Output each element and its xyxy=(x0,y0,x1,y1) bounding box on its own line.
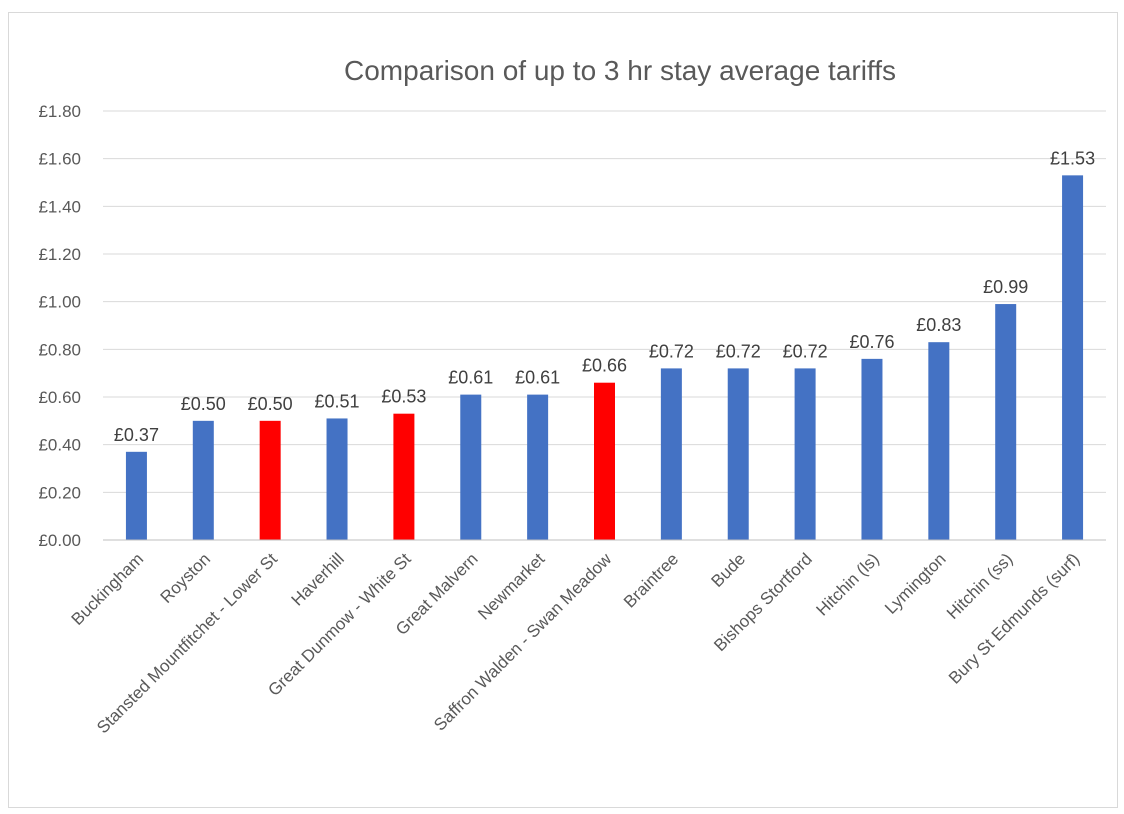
y-tick-label: £1.00 xyxy=(38,293,81,312)
y-tick-label: £1.80 xyxy=(38,102,81,121)
bar xyxy=(259,420,281,540)
y-tick-label: £0.20 xyxy=(38,483,81,502)
data-label: £0.50 xyxy=(181,394,226,414)
x-tick-label: Haverhill xyxy=(288,549,348,609)
data-label: £0.61 xyxy=(515,368,560,388)
data-label: £0.50 xyxy=(248,394,293,414)
data-label: £0.83 xyxy=(916,315,961,335)
data-label: £0.53 xyxy=(381,387,426,407)
data-label: £0.66 xyxy=(582,356,627,376)
data-label: £0.76 xyxy=(849,332,894,352)
data-label: £0.61 xyxy=(448,368,493,388)
data-label: £0.72 xyxy=(716,341,761,361)
y-tick-label: £0.00 xyxy=(38,531,81,550)
bar xyxy=(192,420,214,540)
x-tick-label: Bury St Edmunds (surf) xyxy=(945,549,1083,687)
data-label: £1.53 xyxy=(1050,148,1095,168)
data-label: £0.51 xyxy=(315,391,360,411)
y-tick-label: £1.40 xyxy=(38,197,81,216)
bar xyxy=(594,382,615,540)
bar xyxy=(326,418,348,540)
bar xyxy=(460,394,482,540)
bar xyxy=(995,304,1017,540)
data-label: £0.37 xyxy=(114,425,159,445)
bar xyxy=(660,368,682,540)
bar xyxy=(1062,175,1084,540)
y-tick-label: £0.40 xyxy=(38,436,81,455)
x-tick-label: Buckingham xyxy=(68,549,148,629)
y-tick-label: £0.80 xyxy=(38,340,81,359)
y-axis-tick-labels: £0.00 £0.20 £0.40 £0.60 £0.80 £1.00 £1.20 £1.40… xyxy=(38,102,81,550)
data-label: £0.72 xyxy=(783,341,828,361)
x-tick-label: Hitchin (ss) xyxy=(943,549,1017,623)
x-tick-label: Hitchin (ls) xyxy=(813,549,883,619)
bar xyxy=(928,342,950,540)
chart-title: Comparison of up to 3 hr stay average ta… xyxy=(344,55,896,86)
x-tick-label: Bude xyxy=(708,549,750,591)
data-label: £0.72 xyxy=(649,341,694,361)
bar xyxy=(393,413,415,540)
bar xyxy=(861,358,883,540)
y-tick-label: £0.60 xyxy=(38,388,81,407)
bar xyxy=(125,451,147,540)
x-tick-label: Braintree xyxy=(620,549,682,611)
y-tick-label: £1.20 xyxy=(38,245,81,264)
bars xyxy=(125,175,1084,540)
x-tick-label: Lymington xyxy=(881,549,949,617)
bar xyxy=(527,394,549,540)
data-label: £0.99 xyxy=(983,277,1028,297)
y-tick-label: £1.60 xyxy=(38,150,81,169)
bar xyxy=(794,368,816,540)
data-labels: £0.37 £0.50 £0.50 £0.51 £0.53 £0.61 £0.61 £0.66… xyxy=(114,148,1095,444)
x-tick-label: Royston xyxy=(157,549,215,607)
bar xyxy=(727,368,749,540)
